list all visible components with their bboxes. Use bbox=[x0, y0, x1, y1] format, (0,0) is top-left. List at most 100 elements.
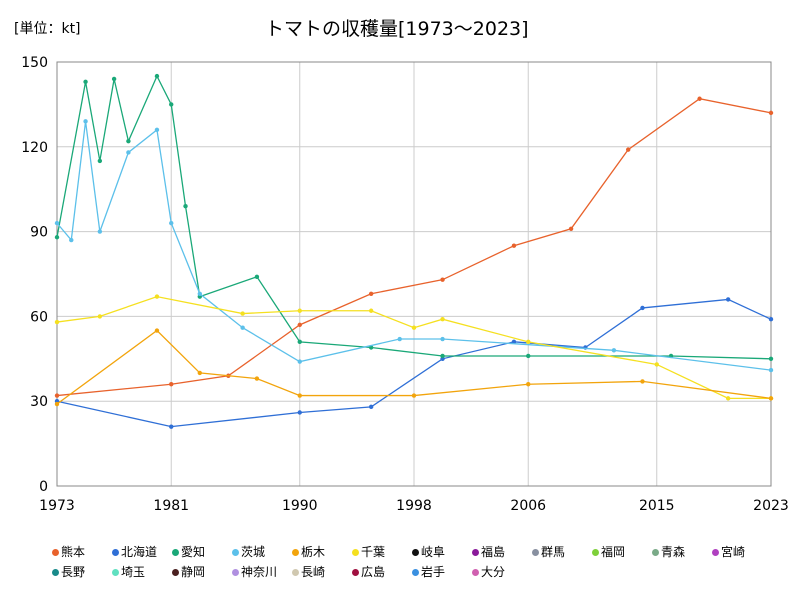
legend-marker bbox=[52, 569, 59, 576]
data-point bbox=[54, 319, 60, 325]
data-point bbox=[368, 308, 374, 313]
data-point bbox=[297, 339, 302, 345]
data-point bbox=[111, 76, 117, 82]
data-point bbox=[154, 127, 160, 133]
legend-item: 長崎 bbox=[292, 562, 352, 582]
data-point bbox=[254, 274, 260, 280]
legend-item: 岐阜 bbox=[412, 542, 472, 562]
legend-item: 群馬 bbox=[532, 542, 592, 562]
legend-marker bbox=[352, 569, 359, 576]
legend-label: 神奈川 bbox=[241, 565, 278, 579]
data-point bbox=[97, 229, 103, 234]
data-point bbox=[69, 237, 74, 243]
legend-item: 大分 bbox=[472, 562, 532, 582]
legend-label: 長野 bbox=[61, 565, 86, 579]
data-point bbox=[197, 370, 202, 376]
legend-label: 埼玉 bbox=[121, 565, 146, 579]
legend-marker bbox=[112, 549, 119, 556]
x-tick: 2023 bbox=[753, 498, 789, 514]
data-point bbox=[169, 220, 174, 226]
data-point bbox=[768, 367, 774, 373]
data-point bbox=[654, 362, 659, 367]
legend-label: 青森 bbox=[661, 545, 686, 559]
legend-label: 群馬 bbox=[541, 545, 566, 559]
data-point bbox=[411, 325, 417, 330]
legend-item: 岩手 bbox=[412, 562, 472, 582]
data-point bbox=[197, 291, 202, 296]
data-point bbox=[297, 410, 302, 415]
data-point bbox=[240, 325, 245, 330]
legend-marker bbox=[412, 569, 419, 576]
x-tick: 1998 bbox=[396, 498, 432, 514]
data-point bbox=[297, 359, 302, 364]
legend-label: 愛知 bbox=[181, 545, 206, 559]
data-point bbox=[768, 317, 774, 322]
data-point bbox=[526, 382, 531, 387]
legend-marker bbox=[232, 569, 239, 576]
data-point bbox=[240, 311, 245, 316]
legend-item: 栃木 bbox=[292, 542, 352, 562]
data-point bbox=[568, 226, 574, 231]
data-point bbox=[126, 138, 131, 144]
data-point bbox=[768, 110, 774, 116]
legend-label: 千葉 bbox=[361, 545, 386, 559]
legend-label: 静岡 bbox=[181, 565, 206, 579]
data-point bbox=[169, 424, 174, 429]
data-point bbox=[297, 393, 302, 398]
data-point bbox=[297, 322, 302, 328]
data-point bbox=[83, 79, 88, 84]
y-tick: 0 bbox=[39, 479, 48, 495]
data-point bbox=[611, 348, 617, 353]
legend-item: 神奈川 bbox=[232, 562, 292, 582]
data-point bbox=[97, 158, 103, 164]
data-point bbox=[768, 396, 774, 401]
data-point bbox=[440, 317, 445, 322]
x-tick: 1990 bbox=[282, 498, 318, 514]
legend-item: 千葉 bbox=[352, 542, 412, 562]
y-tick: 150 bbox=[21, 55, 48, 71]
data-point bbox=[254, 376, 260, 381]
legend-marker bbox=[712, 549, 719, 556]
plot-frame bbox=[56, 61, 772, 487]
data-point bbox=[397, 336, 402, 342]
data-point bbox=[511, 339, 517, 345]
legend-label: 岐阜 bbox=[421, 545, 446, 559]
data-point bbox=[169, 102, 174, 107]
legend-marker bbox=[52, 549, 59, 556]
data-point bbox=[640, 305, 645, 311]
y-tick: 60 bbox=[30, 309, 48, 325]
legend-label: 広島 bbox=[361, 565, 386, 579]
legend-label: 大分 bbox=[481, 565, 506, 579]
legend-marker bbox=[292, 549, 299, 556]
legend-item: 福岡 bbox=[592, 542, 652, 562]
data-point bbox=[54, 401, 60, 407]
legend-label: 茨城 bbox=[241, 545, 266, 559]
legend-item: 北海道 bbox=[112, 542, 172, 562]
legend-label: 岩手 bbox=[421, 565, 446, 579]
data-point bbox=[511, 243, 517, 248]
legend-item: 青森 bbox=[652, 542, 712, 562]
y-tick: 90 bbox=[30, 225, 48, 241]
legend-marker bbox=[172, 569, 179, 576]
data-point bbox=[725, 396, 731, 401]
legend-marker bbox=[412, 549, 419, 556]
data-point bbox=[368, 404, 374, 410]
data-point bbox=[97, 314, 103, 319]
legend-marker bbox=[232, 549, 239, 556]
data-point bbox=[183, 203, 188, 209]
legend-marker bbox=[352, 549, 359, 556]
series-line bbox=[56, 74, 772, 360]
data-point bbox=[768, 356, 774, 361]
data-point bbox=[169, 382, 174, 387]
legend-label: 長崎 bbox=[301, 565, 326, 579]
legend-item: 埼玉 bbox=[112, 562, 172, 582]
legend-label: 宮崎 bbox=[721, 545, 746, 559]
data-point bbox=[697, 96, 702, 101]
data-point bbox=[297, 308, 302, 313]
data-point bbox=[54, 220, 60, 226]
data-point bbox=[440, 336, 445, 342]
legend-marker bbox=[472, 549, 479, 556]
data-point bbox=[640, 379, 645, 384]
legend-marker bbox=[112, 569, 119, 576]
chart-title: トマトの収穫量[1973〜2023] bbox=[265, 18, 529, 40]
